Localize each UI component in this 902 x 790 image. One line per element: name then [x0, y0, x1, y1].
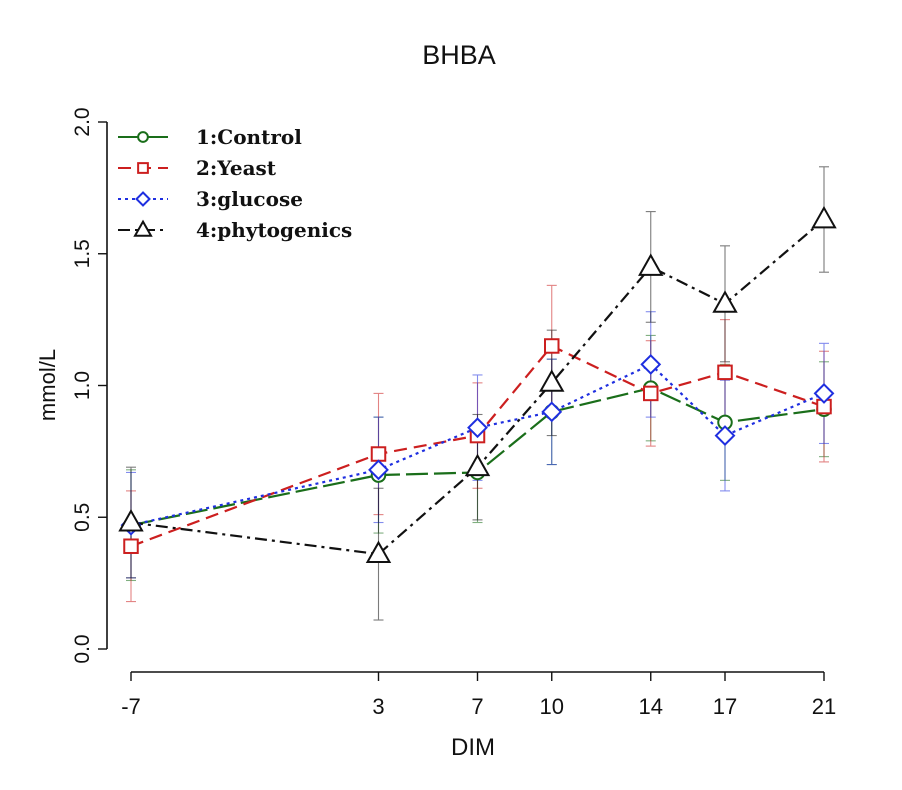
legend-marker [137, 162, 149, 174]
legend: 1:Control 2:Yeast 3:glucose 4:phytogenics [118, 125, 352, 242]
plot-area [118, 166, 837, 621]
data-point [365, 540, 392, 564]
legend-label: 4:phytogenics [196, 218, 352, 242]
x-axis-label: DIM [451, 734, 495, 761]
data-point [813, 382, 835, 404]
legend-label: 1:Control [196, 125, 302, 149]
data-point [714, 425, 736, 446]
data-point [712, 290, 738, 313]
data-point [123, 538, 139, 554]
x-tick-label: -7 [121, 694, 141, 719]
data-point [544, 338, 560, 354]
y-tick-label: 1.0 [71, 371, 94, 400]
legend-item: 4:phytogenics [118, 218, 352, 242]
data-point [370, 446, 387, 462]
legend-marker [133, 219, 153, 237]
x-tick-label: 21 [812, 694, 836, 719]
x-tick-label: 7 [471, 694, 483, 719]
y-tick-label: 0.5 [71, 503, 94, 532]
data-point [464, 453, 491, 477]
x-tick-label: 14 [639, 694, 663, 719]
x-tick-label: 17 [713, 694, 737, 719]
x-tick-label: 3 [372, 694, 384, 719]
x-tick-label: 10 [540, 694, 564, 719]
data-point [640, 354, 662, 375]
data-point [368, 459, 389, 481]
data-point [638, 253, 664, 276]
data-point [541, 401, 563, 423]
legend-marker [137, 131, 149, 143]
y-axis-label: mmol/L [35, 349, 60, 421]
legend-item: 3:glucose [118, 187, 303, 211]
y-tick-label: 2.0 [71, 107, 94, 136]
legend-marker [135, 191, 151, 207]
axes: -7 3 7 10 14 17 21 0.0 0.5 1.0 1.5 2.0 [71, 107, 836, 719]
legend-label: 3:glucose [196, 187, 303, 211]
data-point [539, 369, 565, 392]
data-point [717, 364, 733, 381]
data-point [643, 385, 659, 402]
legend-item: 1:Control [118, 125, 302, 149]
legend-item: 2:Yeast [118, 156, 277, 180]
data-point [811, 205, 837, 229]
chart-title: BHBA [422, 40, 496, 70]
y-tick-label: 1.5 [71, 239, 94, 268]
y-tick-label: 0.0 [71, 634, 94, 663]
data-point [467, 417, 488, 439]
data-point [118, 508, 144, 532]
legend-label: 2:Yeast [196, 156, 277, 180]
